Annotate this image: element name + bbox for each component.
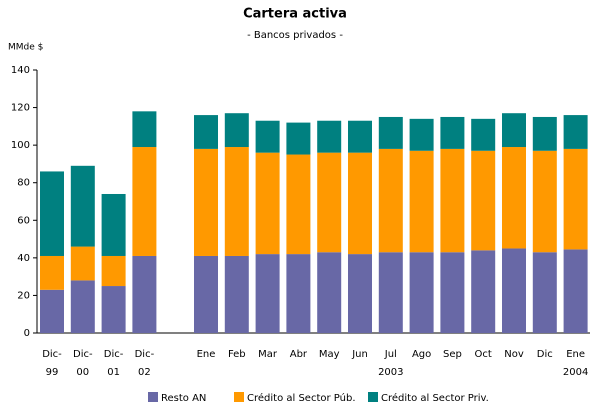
x-tick-label: Dic- xyxy=(135,349,155,360)
y-axis-label: MMde $ xyxy=(8,43,43,53)
bar-segment xyxy=(40,255,64,290)
bar-segment xyxy=(317,252,342,333)
y-tick-label: 140 xyxy=(11,65,30,76)
x-tick-sublabel: 2003 xyxy=(378,367,403,378)
bar-segment xyxy=(194,115,218,149)
x-tick-label: Dic- xyxy=(104,349,124,360)
bar-segment xyxy=(440,252,465,333)
bar-segment xyxy=(101,286,126,333)
bar-segment xyxy=(409,252,434,333)
bar-segment xyxy=(532,252,557,333)
x-tick-label: Sep xyxy=(443,349,462,360)
bar-segment xyxy=(70,246,95,281)
bar-segment xyxy=(471,250,496,333)
bar-segment xyxy=(378,116,403,149)
bar-segment xyxy=(378,148,403,253)
chart-title: Cartera activa xyxy=(243,7,347,22)
bar-segment xyxy=(502,113,526,148)
bar-segment xyxy=(409,118,434,151)
x-tick-label: Oct xyxy=(475,349,492,360)
bar-segment xyxy=(348,120,372,153)
bar-segment xyxy=(101,193,126,256)
x-tick-label: May xyxy=(319,349,340,360)
bar-segment xyxy=(532,116,557,151)
bar-segment xyxy=(40,289,64,333)
bar-segment xyxy=(70,280,95,333)
legend-swatch xyxy=(234,392,244,402)
y-tick-label: 120 xyxy=(11,103,30,114)
bar-segment xyxy=(378,252,403,333)
x-tick-label: Dic- xyxy=(73,349,93,360)
bar-segment xyxy=(101,255,126,287)
bar-segment xyxy=(132,147,157,256)
x-tick-label: Abr xyxy=(290,349,308,360)
x-tick-label: Dic- xyxy=(42,349,62,360)
chart-subtitle: - Bancos privados - xyxy=(247,30,343,41)
bar-segment xyxy=(440,148,465,253)
y-tick-label: 60 xyxy=(17,215,30,226)
x-tick-label: Feb xyxy=(228,349,246,360)
bar-segment xyxy=(70,165,95,247)
bar-segment xyxy=(255,152,280,255)
bar-segment xyxy=(255,120,280,153)
x-tick-label: Dic xyxy=(537,349,553,360)
bar-segment xyxy=(502,248,526,333)
x-tick-sublabel: 00 xyxy=(76,367,89,378)
bar-segment xyxy=(194,148,218,256)
bar-segment xyxy=(471,150,496,251)
legend-label: Resto AN xyxy=(161,393,206,404)
bar-segment xyxy=(224,255,249,333)
y-tick-label: 40 xyxy=(17,253,30,264)
legend-swatch xyxy=(368,392,378,402)
y-tick-label: 100 xyxy=(11,140,30,151)
x-tick-label: Mar xyxy=(258,349,278,360)
bar-segment xyxy=(440,116,465,149)
legend-label: Crédito al Sector Priv. xyxy=(381,392,489,404)
bar-segment xyxy=(502,147,526,249)
bar-segment xyxy=(471,118,496,151)
x-tick-sublabel: 01 xyxy=(107,367,120,378)
y-tick-label: 80 xyxy=(17,178,30,189)
bar-segment xyxy=(563,148,588,250)
bar-segment xyxy=(563,249,588,333)
bar-segment xyxy=(132,111,157,148)
legend-label: Crédito al Sector Púb. xyxy=(247,392,356,404)
bar-segment xyxy=(286,154,311,255)
x-tick-label: Ene xyxy=(566,349,585,360)
x-tick-label: Jul xyxy=(384,349,397,360)
bar-segment xyxy=(563,115,588,149)
bar-segment xyxy=(255,254,280,333)
bar-segment xyxy=(194,255,218,333)
x-tick-label: Ene xyxy=(197,349,216,360)
x-tick-sublabel: 99 xyxy=(46,367,59,378)
bar-segment xyxy=(317,120,342,153)
x-tick-label: Jun xyxy=(351,349,368,360)
bar-segment xyxy=(348,152,372,255)
legend-swatch xyxy=(148,392,158,402)
y-tick-label: 0 xyxy=(24,328,30,339)
y-tick-label: 20 xyxy=(17,290,30,301)
bar-segment xyxy=(286,122,311,155)
bar-segment xyxy=(409,150,434,253)
x-tick-sublabel: 02 xyxy=(138,367,151,378)
bar-segment xyxy=(348,254,372,333)
bar-segment xyxy=(317,152,342,253)
x-tick-label: Nov xyxy=(504,349,524,360)
x-tick-label: Ago xyxy=(412,349,431,360)
bar-segment xyxy=(286,254,311,333)
bar-segment xyxy=(532,150,557,253)
bar-segment xyxy=(132,255,157,333)
bar-segment xyxy=(40,171,64,256)
x-tick-sublabel: 2004 xyxy=(563,367,588,378)
bar-segment xyxy=(224,113,249,148)
bar-segment xyxy=(224,147,249,256)
